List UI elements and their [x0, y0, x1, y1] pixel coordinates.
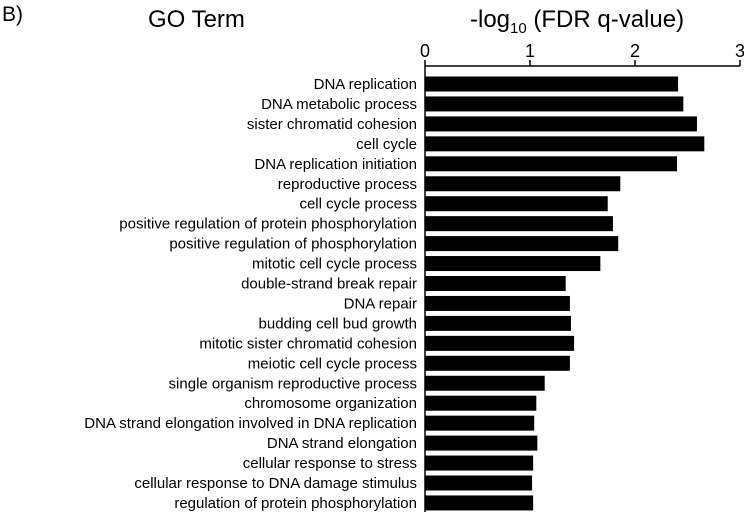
bar	[425, 176, 621, 192]
axis-title-subscript: 10	[510, 20, 527, 37]
category-label: DNA strand elongation	[267, 435, 417, 452]
bar	[425, 216, 613, 232]
category-label: DNA replication	[314, 76, 417, 93]
category-label: sister chromatid cohesion	[247, 116, 417, 133]
category-label: mitotic cell cycle process	[252, 256, 417, 273]
bar	[425, 475, 533, 491]
bar	[425, 315, 571, 331]
category-label: positive regulation of protein phosphory…	[119, 216, 417, 233]
bar	[425, 156, 677, 172]
fdr-axis-title: -log10 (FDR q-value)	[470, 6, 685, 37]
bar	[425, 295, 570, 311]
category-label: mitotic sister chromatid cohesion	[199, 335, 417, 352]
bar	[425, 256, 601, 272]
category-label: cell cycle	[356, 136, 417, 153]
panel-label: B)	[2, 3, 23, 26]
category-label: chromosome organization	[244, 395, 417, 412]
category-label: cell cycle process	[299, 196, 417, 213]
category-label: DNA repair	[344, 295, 417, 312]
bar	[425, 435, 538, 451]
bar	[425, 76, 679, 92]
category-label: cellular response to DNA damage stimulus	[134, 475, 417, 492]
go-term-header: GO Term	[148, 6, 245, 33]
category-label: budding cell bud growth	[259, 315, 417, 332]
bar	[425, 196, 608, 212]
bar	[425, 455, 534, 471]
axis-title-suffix: (FDR q-value)	[526, 6, 685, 33]
category-label: cellular response to stress	[243, 455, 417, 472]
bar	[425, 355, 570, 371]
category-label: DNA metabolic process	[261, 96, 417, 113]
bar	[425, 375, 545, 391]
bar	[425, 116, 697, 132]
bar	[425, 276, 566, 291]
x-tick-label: 2	[630, 41, 640, 61]
category-label: regulation of protein phosphorylation	[174, 495, 417, 512]
category-label: meiotic cell cycle process	[248, 355, 417, 372]
axis-title-prefix: -log	[470, 6, 511, 33]
x-tick-label: 3	[735, 41, 744, 61]
category-label: single organism reproductive process	[169, 375, 417, 392]
x-tick-label: 1	[525, 41, 535, 61]
x-tick-label: 0	[420, 41, 430, 61]
category-label: reproductive process	[278, 176, 417, 193]
bar	[425, 335, 575, 351]
bar	[425, 136, 705, 152]
bar	[425, 236, 619, 252]
category-label: positive regulation of phosphorylation	[169, 236, 417, 253]
bar	[425, 395, 537, 411]
bar	[425, 415, 535, 431]
category-label: DNA replication initiation	[254, 156, 417, 173]
bar	[425, 495, 534, 511]
category-label: double-strand break repair	[241, 276, 417, 293]
bar	[425, 96, 684, 112]
category-label: DNA strand elongation involved in DNA re…	[84, 415, 417, 432]
